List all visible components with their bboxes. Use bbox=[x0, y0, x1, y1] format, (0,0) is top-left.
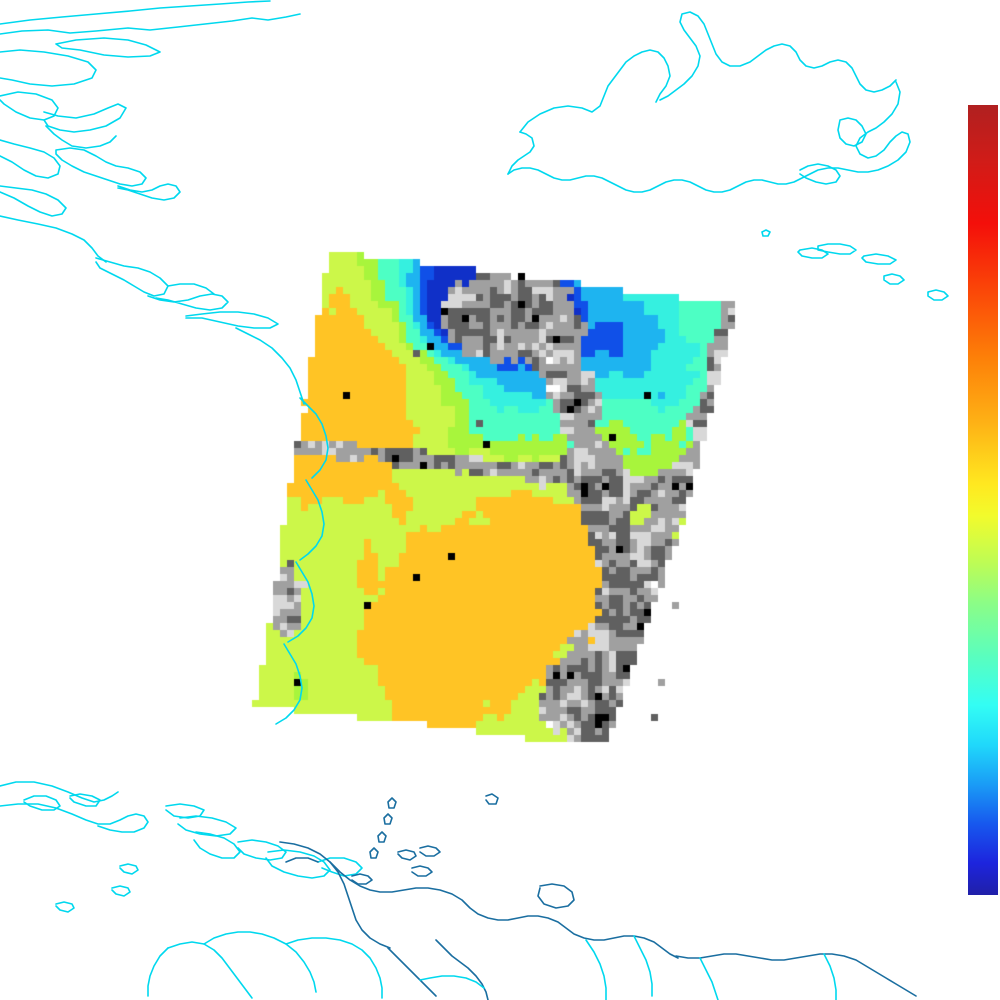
coastline-segment bbox=[95, 257, 169, 297]
coastline-segment bbox=[147, 293, 229, 311]
coastline-segment bbox=[235, 327, 305, 405]
coastline-segment bbox=[265, 849, 331, 879]
coastline-segment bbox=[761, 229, 771, 237]
coastline-segment bbox=[817, 243, 857, 255]
coastline-segment bbox=[383, 813, 393, 825]
coastline-segment bbox=[0, 49, 97, 87]
coastline-segment bbox=[55, 901, 75, 913]
coastline-segment bbox=[275, 643, 303, 725]
coastline-segment bbox=[0, 0, 271, 25]
coastline-segment bbox=[317, 857, 363, 877]
coastline-segment bbox=[279, 841, 679, 959]
coastline-segment bbox=[299, 479, 325, 561]
coastline-segment bbox=[111, 885, 131, 897]
coastline-segment bbox=[519, 49, 671, 133]
coastline-paths bbox=[0, 0, 949, 1000]
coastline-segment bbox=[861, 253, 897, 265]
coastline-segment bbox=[285, 937, 383, 999]
coastline-segment bbox=[387, 797, 397, 809]
coastline-segment bbox=[299, 397, 329, 479]
coastline-segment bbox=[147, 947, 169, 997]
coastline-segment bbox=[585, 939, 607, 1000]
coastline-segment bbox=[507, 131, 535, 175]
coastline-segment bbox=[699, 957, 719, 1000]
coastline-segment bbox=[397, 849, 417, 861]
coastline-segment bbox=[837, 117, 867, 147]
coastline-segment bbox=[55, 147, 147, 187]
coastline-segment bbox=[43, 103, 127, 133]
coastline-segment bbox=[167, 941, 253, 999]
coastline-segment bbox=[675, 953, 917, 997]
coastline-segment bbox=[883, 273, 905, 285]
coastline-segment bbox=[287, 561, 315, 643]
coastline-segment bbox=[329, 861, 391, 949]
coastline-segment bbox=[377, 831, 387, 843]
coastline-segment bbox=[165, 803, 205, 819]
coastline-segment bbox=[0, 185, 67, 217]
coastline-segment bbox=[633, 935, 653, 997]
jet-colorbar bbox=[968, 105, 998, 895]
coastline-segment bbox=[411, 865, 433, 877]
coastline-segment bbox=[69, 793, 101, 807]
coastline-segment bbox=[927, 289, 949, 301]
coastline-segment bbox=[0, 803, 149, 833]
coastline-segment bbox=[177, 815, 237, 837]
coastline-segment bbox=[799, 163, 841, 185]
coastline-segment bbox=[167, 283, 215, 295]
coastline-segment bbox=[537, 883, 575, 909]
coastline-segment bbox=[23, 795, 61, 811]
coastline-segment bbox=[203, 931, 317, 993]
coastline-segment bbox=[435, 939, 489, 1000]
coastline-segment bbox=[387, 947, 437, 997]
coastline-segment bbox=[119, 863, 139, 875]
coastline-segment bbox=[193, 831, 241, 859]
coastline-segment bbox=[369, 847, 379, 859]
coastline-segment bbox=[507, 81, 911, 193]
coastline-segment bbox=[0, 13, 301, 35]
coastline-segment bbox=[419, 845, 441, 857]
coastline-segment bbox=[0, 139, 61, 179]
coastline-segment bbox=[0, 91, 59, 121]
coastline-segment bbox=[117, 183, 181, 201]
coastline-segment bbox=[0, 781, 119, 803]
colorbar-gradient bbox=[968, 105, 998, 895]
coastline-segment bbox=[419, 975, 485, 989]
coastline-segment bbox=[659, 11, 897, 101]
coastline-segment bbox=[0, 215, 107, 263]
coastline-segment bbox=[823, 953, 837, 1000]
coastline-segment bbox=[45, 125, 117, 149]
coastline-segment bbox=[285, 857, 319, 863]
coastline-segment bbox=[797, 247, 829, 259]
coastline-segment bbox=[185, 311, 279, 329]
coastline-segment bbox=[237, 839, 287, 861]
coastline-segment bbox=[485, 793, 499, 805]
coastline-segment bbox=[55, 37, 161, 58]
